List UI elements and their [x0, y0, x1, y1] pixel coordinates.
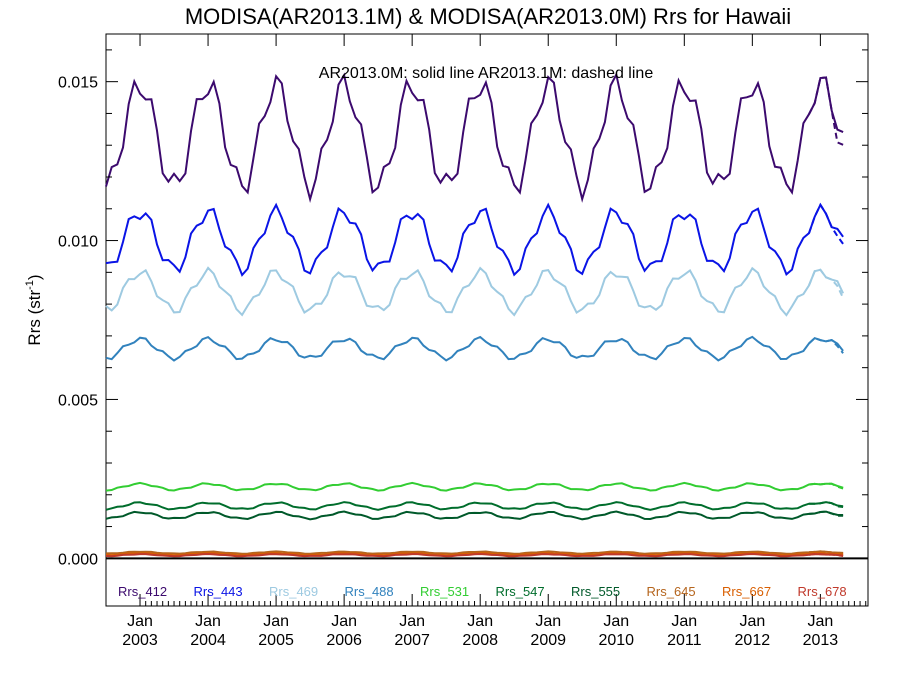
x-tick-year: 2012: [735, 632, 771, 649]
x-tick-month: Jan: [535, 613, 561, 630]
x-tick-year: 2009: [530, 632, 566, 649]
y-tick-label: 0.015: [58, 75, 98, 92]
y-tick-label: 0.010: [58, 234, 98, 251]
y-tick-label: 0.005: [58, 392, 98, 409]
x-tick-month: Jan: [195, 613, 221, 630]
legend: Rrs_412 Rrs_443 Rrs_469 Rrs_488 Rrs_531 Rrs_5…: [118, 584, 847, 599]
series-line-rrs_443: [105, 202, 844, 277]
x-tick-year: 2007: [394, 632, 430, 649]
series-dashed-rrs_412: [808, 76, 844, 146]
x-tick-year: 2004: [190, 632, 226, 649]
x-tick-month: Jan: [603, 613, 629, 630]
x-tick-year: 2003: [122, 632, 158, 649]
series-line-rrs_678: [105, 552, 844, 558]
x-tick-month: Jan: [467, 613, 493, 630]
x-tick-year: 2013: [803, 632, 839, 649]
plot-frame: [105, 33, 869, 607]
legend-item-rrs_555: Rrs_555: [571, 584, 620, 599]
series-line-rrs_531: [105, 481, 844, 492]
x-tick-month: Jan: [127, 613, 153, 630]
legend-item-rrs_488: Rrs_488: [345, 584, 394, 599]
x-tick-year: 2006: [326, 632, 362, 649]
series-dashed-rrs_547: [809, 501, 844, 508]
legend-item-rrs_547: Rrs_547: [496, 584, 545, 599]
legend-item-rrs_469: Rrs_469: [269, 584, 318, 599]
x-tick-year: 2010: [598, 632, 634, 649]
x-tick-month: Jan: [263, 613, 289, 630]
legend-item-rrs_443: Rrs_443: [194, 584, 243, 599]
series-dashed-rrs_488: [808, 336, 844, 354]
y-axis-ticks: 0.000 0.005 0.010 0.015: [58, 49, 868, 568]
x-tick-month: Jan: [399, 613, 425, 630]
x-tick-year: 2005: [258, 632, 294, 649]
line-style-annotation: AR2013.0M: solid line AR2013.1M: dashed …: [319, 65, 654, 82]
series-line-rrs_469: [105, 266, 845, 317]
y-tick-label: 0.000: [58, 551, 98, 568]
x-tick-month: Jan: [807, 613, 833, 630]
series-dashed-rrs_531: [808, 482, 844, 490]
legend-item-rrs_645: Rrs_645: [647, 584, 696, 599]
x-tick-year: 2011: [667, 632, 702, 649]
series-dashed-rrs_678: [808, 553, 844, 557]
legend-item-rrs_412: Rrs_412: [118, 584, 167, 599]
x-tick-month: Jan: [671, 613, 697, 630]
x-tick-month: Jan: [739, 613, 765, 630]
series-dashed-rrs_645: [808, 550, 844, 555]
legend-item-rrs_667: Rrs_667: [722, 584, 771, 599]
y-axis-label: Rrs (str-1): [24, 274, 44, 345]
series-line-rrs_412: [105, 71, 844, 204]
legend-item-rrs_531: Rrs_531: [420, 584, 469, 599]
series-line-rrs_645: [105, 550, 844, 555]
x-axis-ticks: Jan 2003 Jan 2004 Jan 2005 Jan 2006 Jan 2007 Jan 20…: [122, 34, 867, 649]
series-line-rrs_488: [105, 335, 844, 362]
series-dashed-rrs_443: [808, 202, 844, 245]
series-dashed-rrs_555: [808, 510, 844, 517]
legend-item-rrs_678: Rrs_678: [798, 584, 847, 599]
series-line-rrs_547: [105, 501, 844, 511]
series-line-rrs_555: [105, 510, 844, 521]
x-tick-year: 2008: [462, 632, 498, 649]
series-layer: [105, 71, 845, 558]
chart-title: MODISA(AR2013.1M) & MODISA(AR2013.0M) Rr…: [185, 4, 791, 29]
x-tick-month: Jan: [331, 613, 357, 630]
series-dashed-rrs_469: [808, 268, 845, 299]
